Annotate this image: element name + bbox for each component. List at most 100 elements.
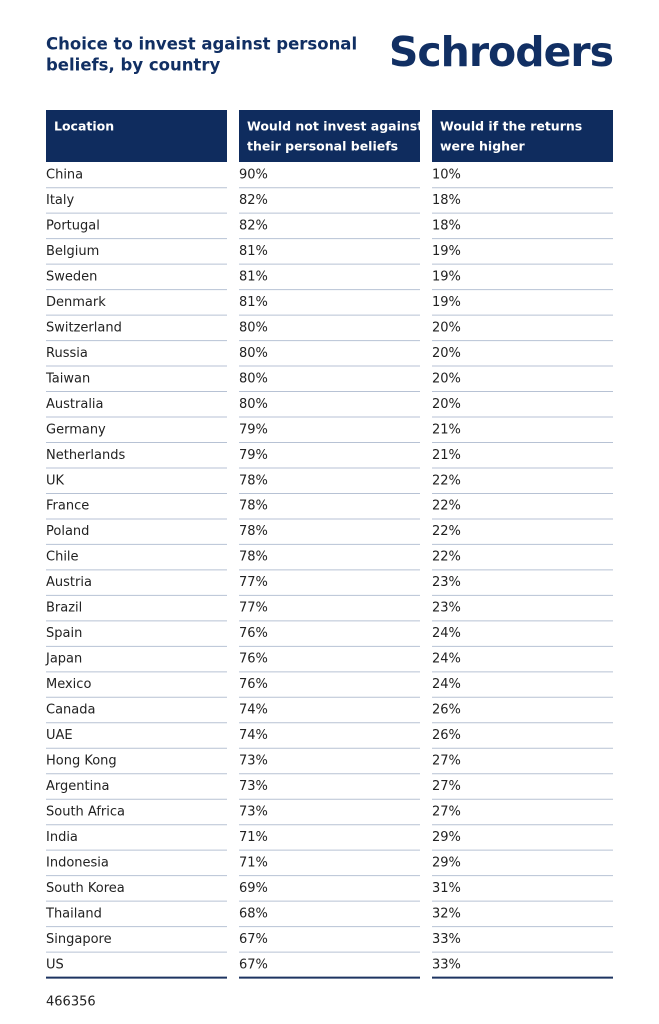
header-text: were higher [440,139,526,154]
location-cell: Thailand [45,906,102,921]
location-cell: Russia [46,346,88,361]
location-cell: Portugal [46,218,100,233]
header-text: Location [54,119,114,134]
percent-cell: 76% [239,626,268,641]
location-cell: Singapore [46,932,112,947]
percent-cell: 22% [432,550,461,565]
location-cell: UK [46,473,65,488]
location-cell: Austria [46,575,92,590]
location-cell: Germany [46,422,106,437]
percent-cell: 76% [239,652,268,667]
percent-cell: 78% [239,473,268,488]
location-cell: South Africa [46,805,125,820]
percent-cell: 73% [239,779,268,794]
percent-cell: 20% [432,371,461,386]
percent-cell: 80% [239,397,268,412]
percent-cell: 67% [239,957,268,972]
location-cell: India [46,830,78,845]
header-text: Would if the returns [440,119,582,134]
percent-cell: 29% [432,855,461,870]
percent-cell: 78% [239,550,268,565]
percent-cell: 78% [239,524,268,539]
header-cell [239,110,420,162]
location-cell: Indonesia [46,855,109,870]
location-cell: South Korea [46,881,125,896]
percent-cell: 27% [432,754,461,769]
header-cell [46,110,227,162]
percent-cell: 81% [239,244,268,259]
percent-cell: 78% [239,499,268,514]
header-text: Would not invest against [247,119,423,134]
percent-cell: 74% [239,703,268,718]
location-cell: Mexico [46,677,91,692]
percent-cell: 18% [432,193,461,208]
percent-cell: 31% [432,881,461,896]
location-cell: Brazil [46,601,82,616]
percent-cell: 22% [432,473,461,488]
location-cell: Denmark [46,295,106,310]
percent-cell: 76% [239,677,268,692]
percent-cell: 26% [432,728,461,743]
percent-cell: 24% [432,677,461,692]
percent-cell: 18% [432,218,461,233]
percent-cell: 27% [432,805,461,820]
percent-cell: 71% [239,855,268,870]
percent-cell: 19% [432,269,461,284]
percent-cell: 82% [239,193,268,208]
percent-cell: 74% [239,728,268,743]
location-cell: China [46,168,83,183]
percent-cell: 22% [432,524,461,539]
location-cell: Italy [46,193,75,208]
location-cell: Argentina [46,779,109,794]
header-cell [432,110,613,162]
location-cell: Netherlands [46,448,125,463]
location-cell: US [46,957,64,972]
location-cell: Hong Kong [46,754,117,769]
location-cell: Sweden [46,269,97,284]
percent-cell: 77% [239,601,268,616]
percent-cell: 10% [432,168,461,183]
location-cell: Switzerland [46,320,122,335]
percent-cell: 27% [432,779,461,794]
location-cell: Taiwan [45,371,90,386]
location-cell: UAE [46,728,73,743]
percent-cell: 26% [432,703,461,718]
location-cell: Australia [46,397,104,412]
percent-cell: 67% [239,932,268,947]
percent-cell: 33% [432,932,461,947]
footer-code: 466356 [46,995,96,1010]
percent-cell: 20% [432,320,461,335]
location-cell: Spain [46,626,82,641]
location-cell: Belgium [46,244,99,259]
logo: Schroders [389,28,613,76]
percent-cell: 80% [239,346,268,361]
percent-cell: 79% [239,448,268,463]
percent-cell: 82% [239,218,268,233]
percent-cell: 23% [432,601,461,616]
percent-cell: 19% [432,244,461,259]
location-cell: Chile [46,550,79,565]
percent-cell: 77% [239,575,268,590]
percent-cell: 20% [432,397,461,412]
title-line: Choice to invest against personal [46,35,357,54]
percent-cell: 23% [432,575,461,590]
percent-cell: 33% [432,957,461,972]
percent-cell: 79% [239,422,268,437]
percent-cell: 80% [239,371,268,386]
percent-cell: 81% [239,269,268,284]
percent-cell: 90% [239,168,268,183]
percent-cell: 80% [239,320,268,335]
location-cell: France [46,499,89,514]
percent-cell: 73% [239,805,268,820]
percent-cell: 29% [432,830,461,845]
title-line: beliefs, by country [46,56,220,75]
header-text: their personal beliefs [247,139,398,154]
percent-cell: 22% [432,499,461,514]
location-cell: Canada [46,703,95,718]
percent-cell: 81% [239,295,268,310]
percent-cell: 68% [239,906,268,921]
percent-cell: 21% [432,448,461,463]
percent-cell: 69% [239,881,268,896]
